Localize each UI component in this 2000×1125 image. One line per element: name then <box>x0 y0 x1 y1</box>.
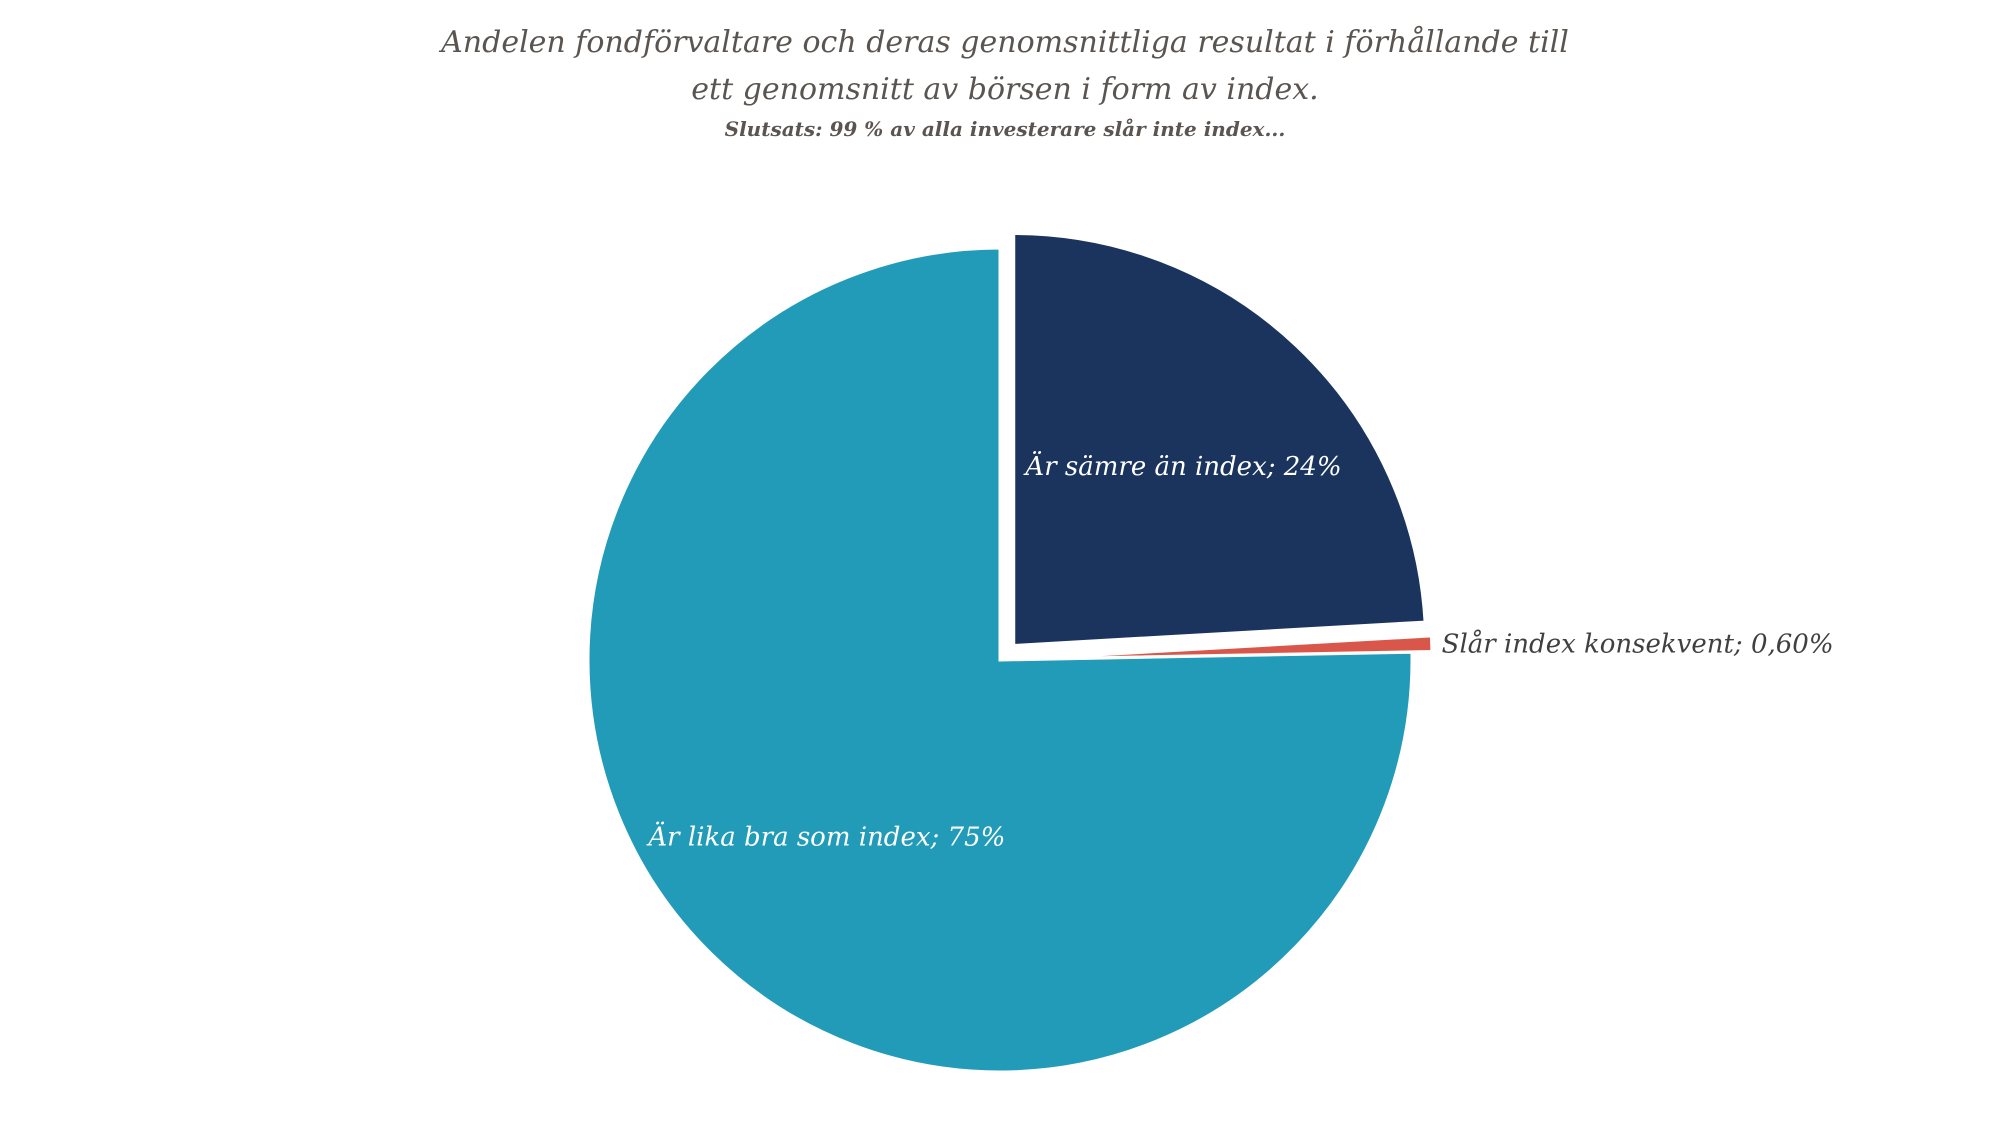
pie-labels: Är sämre än index; 24% Slår index konsekv… <box>646 451 1833 853</box>
pie-slice-2 <box>586 246 1414 1074</box>
pie-slice-label-0: Är sämre än index; 24% <box>1023 451 1341 482</box>
chart-title-line-2: ett genomsnitt av börsen i form av index… <box>691 72 1318 107</box>
pie-slice-label-2: Är lika bra som index; 75% <box>646 821 1005 852</box>
chart-subtitle: Slutsats: 99 % av alla investerare slår … <box>725 117 1286 141</box>
pie-slice-1 <box>1019 634 1434 661</box>
pie-slice-label-1: Slår index konsekvent; 0,60% <box>1442 628 1834 659</box>
pie-slices <box>586 231 1434 1074</box>
chart-title-line-1: Andelen fondförvaltare och deras genomsn… <box>438 25 1569 60</box>
pie-slice-0 <box>1012 231 1427 648</box>
